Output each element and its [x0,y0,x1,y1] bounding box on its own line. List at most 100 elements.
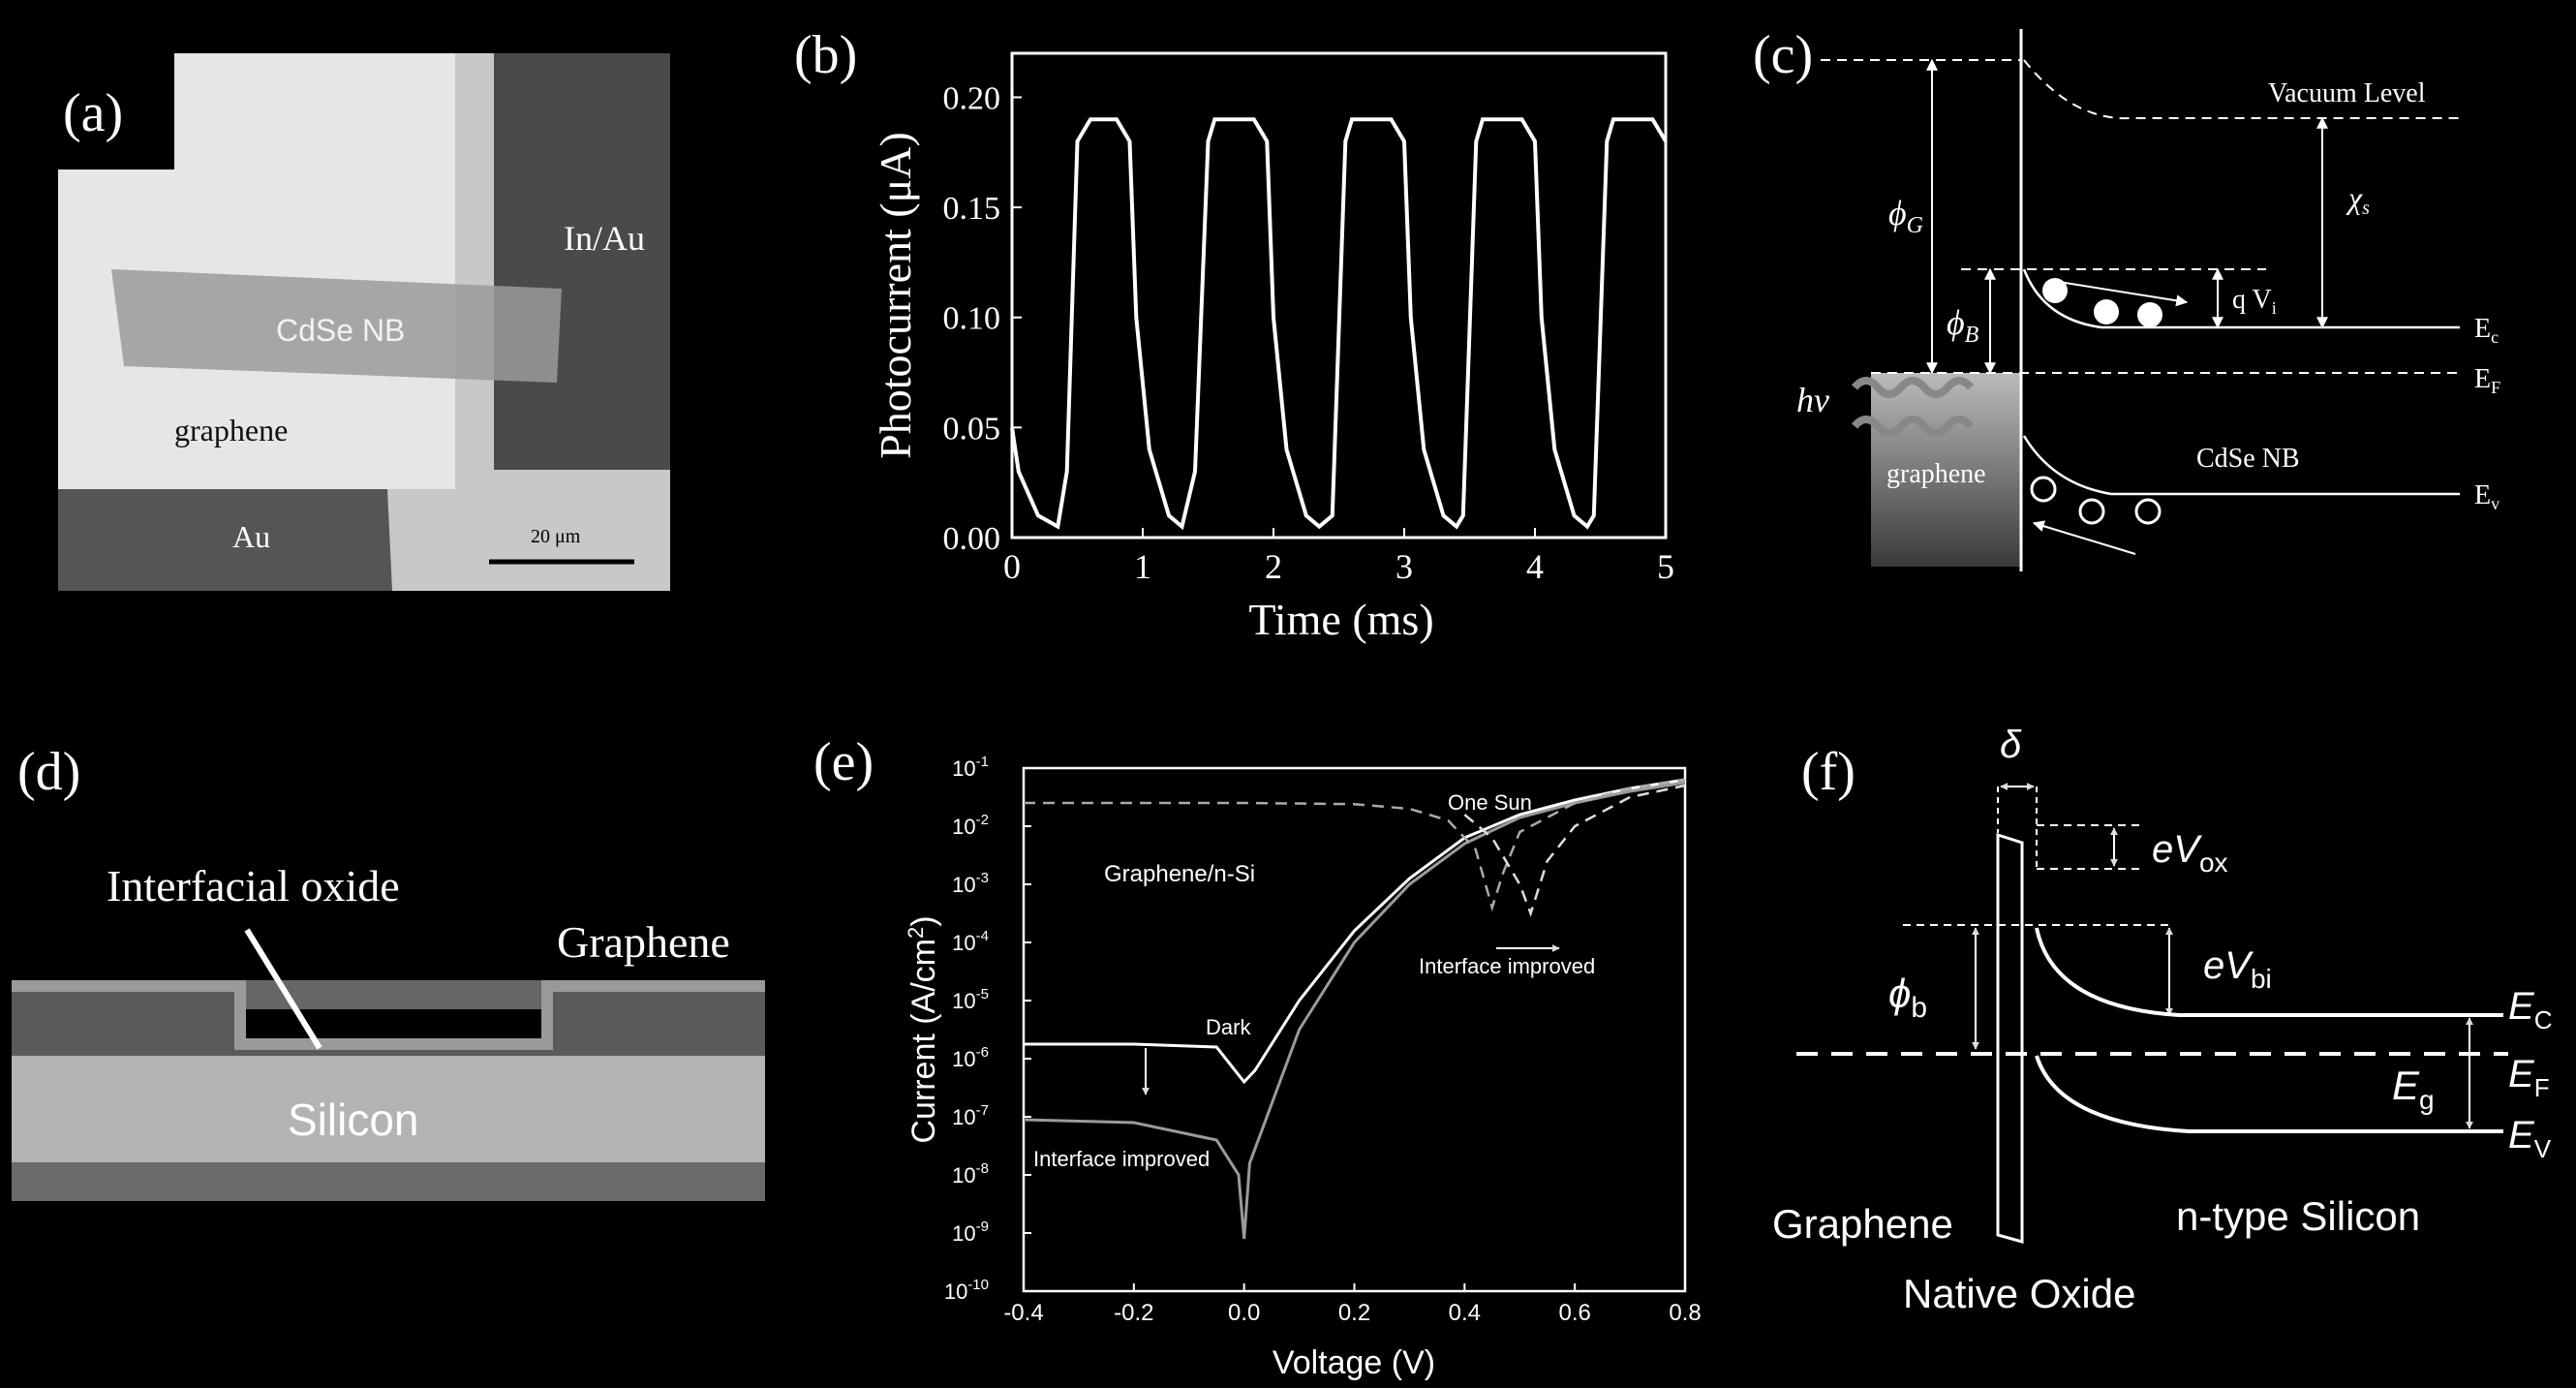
conduction-band [2022,268,2460,329]
panel-c: (c) ϕG ϕB Vacuum Level χs q Vi Ec EF Ev … [1753,25,2500,571]
ev-label-f: EV [2508,1114,2552,1163]
y-tick-label: 0.05 [943,411,1001,447]
scalebar-label: 20 μm [531,526,581,547]
vacuum-level-line [2023,59,2460,120]
y-tick-label: 10-5 [952,986,989,1013]
au-label: Au [232,519,270,554]
one-sun-improved-curve [1463,784,1686,917]
one-sun-curve [1024,778,1686,912]
panel-b-label: (b) [794,25,857,85]
y-tick-label: 10-2 [952,812,989,839]
label-background [58,53,174,170]
x-tick-label: 0.4 [1449,1300,1481,1326]
cdse-nb-label-c: CdSe NB [2196,444,2300,474]
y-tick-label: 10-3 [952,870,989,897]
x-tick-label: 0.8 [1669,1300,1701,1326]
dark-label: Dark [1206,1015,1251,1039]
hole-flow-arrow [2032,520,2136,555]
plot-b-xlabel: Time (ms) [1248,595,1433,644]
graphene-label-f: Graphene [1772,1201,1953,1247]
delta-label: δ [2000,724,2022,766]
cdse-nb-label: CdSe NB [276,313,405,348]
graphene-block [1871,373,2021,567]
x-tick-label: -0.4 [1003,1300,1043,1326]
panel-d-label: (d) [17,742,80,802]
one-sun-label: One Sun [1448,790,1532,815]
graphene-layer [12,980,765,1050]
y-tick-label: 0.20 [943,80,1001,116]
panel-a-label: (a) [63,83,123,143]
y-tick-label: 10-8 [952,1160,989,1188]
photocurrent-line [1010,117,1668,531]
back-oxide [12,1162,765,1201]
x-tick-label: -0.2 [1114,1300,1153,1326]
phi-g-label: ϕG [1888,194,1923,238]
plot-e-yticks: 10-1 10-2 10-3 10-4 10-5 10-6 10-7 10-8 10-9 10-1… [944,754,1031,1304]
y-tick-label: 0.00 [943,521,1001,557]
panel-f-label: (f) [1801,742,1855,802]
interface-improved-sun-label: Interface improved [1419,954,1595,978]
ec-label-f: EC [2508,985,2552,1034]
panel-e: (e) -0.4 -0.2 0.0 0.2 0.4 0.6 0.8 10-1 10-2 10-3… [813,732,1702,1381]
x-tick-label: 4 [1526,547,1544,586]
y-tick-label: 10-9 [952,1218,989,1246]
panel-c-label: (c) [1753,25,1813,85]
electron-2 [2094,299,2119,324]
hole-1 [2030,476,2057,503]
electron-3 [2137,302,2162,327]
x-tick-label: 0.6 [1558,1300,1590,1326]
plot-e-xlabel: Voltage (V) [1273,1344,1435,1381]
y-tick-label: 0.15 [943,191,1001,227]
valence-band [2022,435,2460,496]
panel-b: (b) 0 1 2 3 4 5 0.00 0.05 0.10 0.15 0.20 Time (ms… [794,25,1674,644]
chi-label: χs [2346,180,2370,219]
y-tick-label: 10-6 [952,1044,989,1071]
phi-b-label: ϕB [1947,303,1979,348]
in-au-label: In/Au [564,219,645,258]
au-contact [58,489,392,591]
hv-label: hν [1796,381,1829,419]
dark-improved-curve [1023,781,1686,1240]
x-tick-label: 3 [1395,547,1413,586]
graphene-nsi-label: Graphene/n-Si [1104,861,1255,887]
y-tick-label: 0.10 [943,301,1001,337]
vacuum-level-label: Vacuum Level [2268,78,2426,108]
y-tick-label: 10-1 [952,754,989,781]
plot-b-ylabel: Photocurrent (μA) [871,132,920,459]
x-tick-label: 1 [1134,547,1151,586]
ec-label: Ec [2474,314,2499,347]
y-tick-label: 10-10 [944,1277,989,1304]
silicon-label: Silicon [288,1095,419,1145]
plot-e-frame [1022,766,1687,1293]
graphene-label-c: graphene [1886,459,1986,489]
oxide-pointer [244,928,322,1050]
panel-f: (f) δ eVox eVbi ϕb EC EF Eg EV Graphene … [1772,724,2552,1316]
panel-d: (d) Interfacial oxide Graphene Silicon [12,742,765,1201]
x-tick-label: 0.2 [1338,1300,1370,1326]
plot-e-xticks: -0.4 -0.2 0.0 0.2 0.4 0.6 0.8 [1003,1283,1702,1326]
y-tick-label: 10-4 [952,928,989,955]
electron-flow-arrow [2052,280,2189,307]
plot-e-ylabel: Current (A/cm2) [904,915,942,1143]
hole-2 [2078,498,2105,525]
x-tick-label: 2 [1265,547,1282,586]
x-tick-label: 0 [1003,547,1021,586]
valence-band-f [2035,1055,2503,1133]
phib-label: ϕb [1888,971,1927,1024]
eg-label-f: Eg [2392,1063,2435,1115]
ef-label-f: EF [2508,1053,2550,1102]
oxide-layer [12,980,765,1056]
conduction-band-f [2035,927,2503,1017]
dark-curve [1024,778,1686,1085]
hole-3 [2134,498,2162,525]
graphene-label-d: Graphene [557,917,730,967]
in-au-contact [494,53,670,470]
ef-label: EF [2474,364,2500,397]
photon-wave-1 [1851,377,1975,398]
interface-improved-dark-label: Interface improved [1033,1147,1210,1171]
n-type-silicon-label: n-type Silicon [2176,1193,2420,1239]
graphene-region [58,53,455,489]
panel-e-label: (e) [813,732,874,792]
oxide-label: Interfacial oxide [107,861,400,910]
